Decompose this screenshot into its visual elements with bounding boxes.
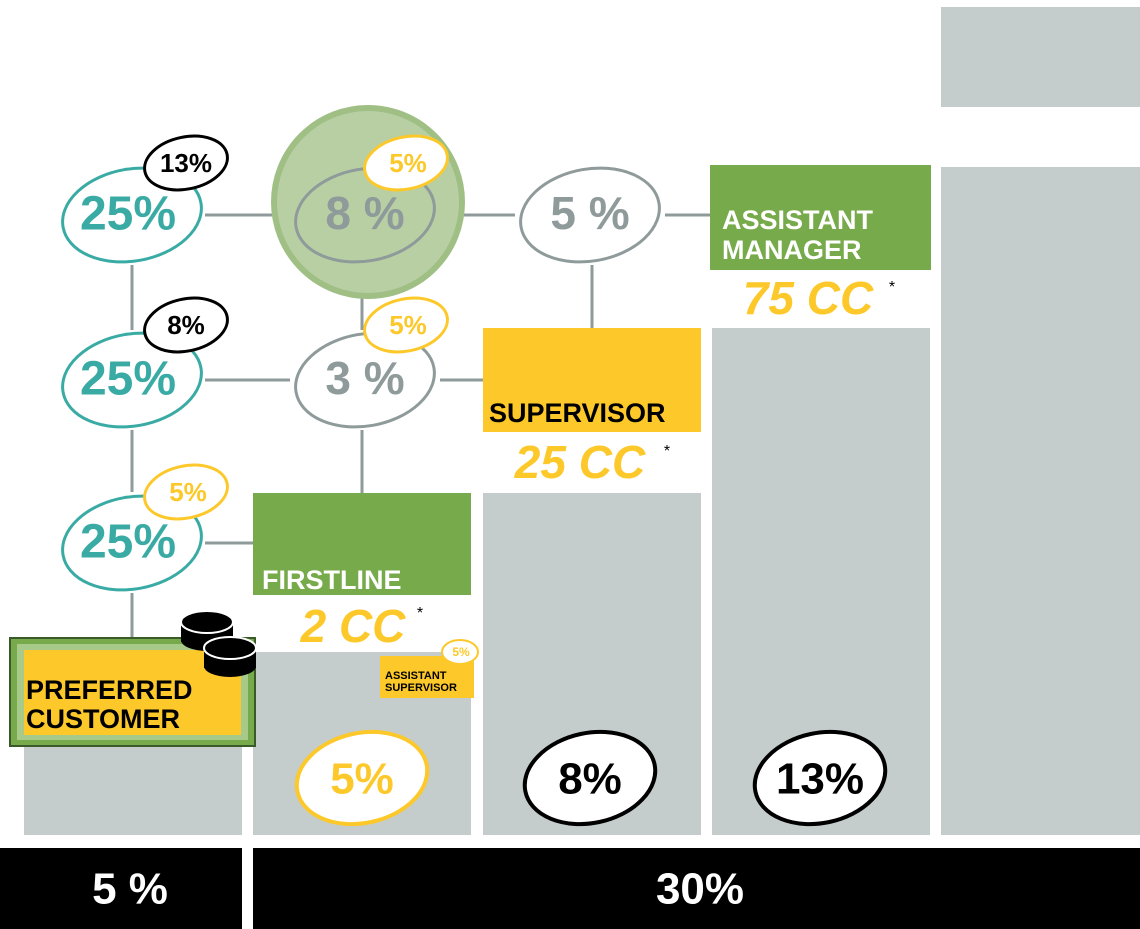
rank-note: * [889,279,895,296]
rank-name: PREFERRED [26,675,193,705]
node-label: 3 % [325,352,404,404]
rank-name: ASSISTANT [722,205,874,235]
rank-name: CUSTOMER [26,704,180,734]
badge-label: 5% [452,645,470,659]
node: 25% [61,331,203,429]
rank-note: * [664,443,670,460]
badge-label: 5% [169,477,207,507]
rank-cc: 75 CC [743,272,874,324]
badge-label: 13% [160,148,212,178]
badge: 13% [143,134,229,192]
column-rate-label: 5% [330,755,394,804]
rank-name: MANAGER [722,235,862,265]
footer-bar [253,848,1140,929]
rank-box [710,165,931,270]
column-rate-label: 8% [558,755,622,804]
column-rate-label: 13% [776,755,864,804]
node-label: 5 % [550,187,629,239]
badge [441,639,479,665]
node-label: 8 % [325,187,404,239]
node: 25% [61,166,203,264]
column-cap [941,7,1140,107]
column-rate: 5% [294,729,430,827]
coins-icon [180,610,257,677]
rank-name: FIRSTLINE [262,565,402,595]
node: 8 % [294,166,436,264]
badge: 8% [143,296,229,354]
footer-label: 5 % [92,865,168,914]
column [941,167,1140,835]
badge: 5% [363,296,449,354]
footer-label: 30% [656,865,744,914]
rank-box [483,328,701,432]
rank-cc: 2 CC [300,600,407,652]
node-label: 25% [80,188,176,241]
column-rate: 13% [752,729,888,827]
rank-name: SUPERVISOR [489,398,666,428]
rank-name: SUPERVISOR [385,682,457,694]
badge: 5% [143,463,229,521]
node: 25% [61,494,203,592]
rank-note: * [417,605,423,622]
node: 3 % [294,331,436,429]
rank-cc: 25 CC [514,436,646,488]
rank-box [253,493,471,595]
node: 5 % [519,166,661,264]
column-rate: 8% [522,729,658,827]
footer-bar [0,848,242,929]
node-label: 25% [80,353,176,406]
badge-label: 8% [167,310,205,340]
badge: 5% [363,134,449,192]
badge-label: 5% [389,148,427,178]
badge-label: 5% [389,310,427,340]
rank-name: ASSISTANT [385,670,447,682]
node-label: 25% [80,516,176,569]
